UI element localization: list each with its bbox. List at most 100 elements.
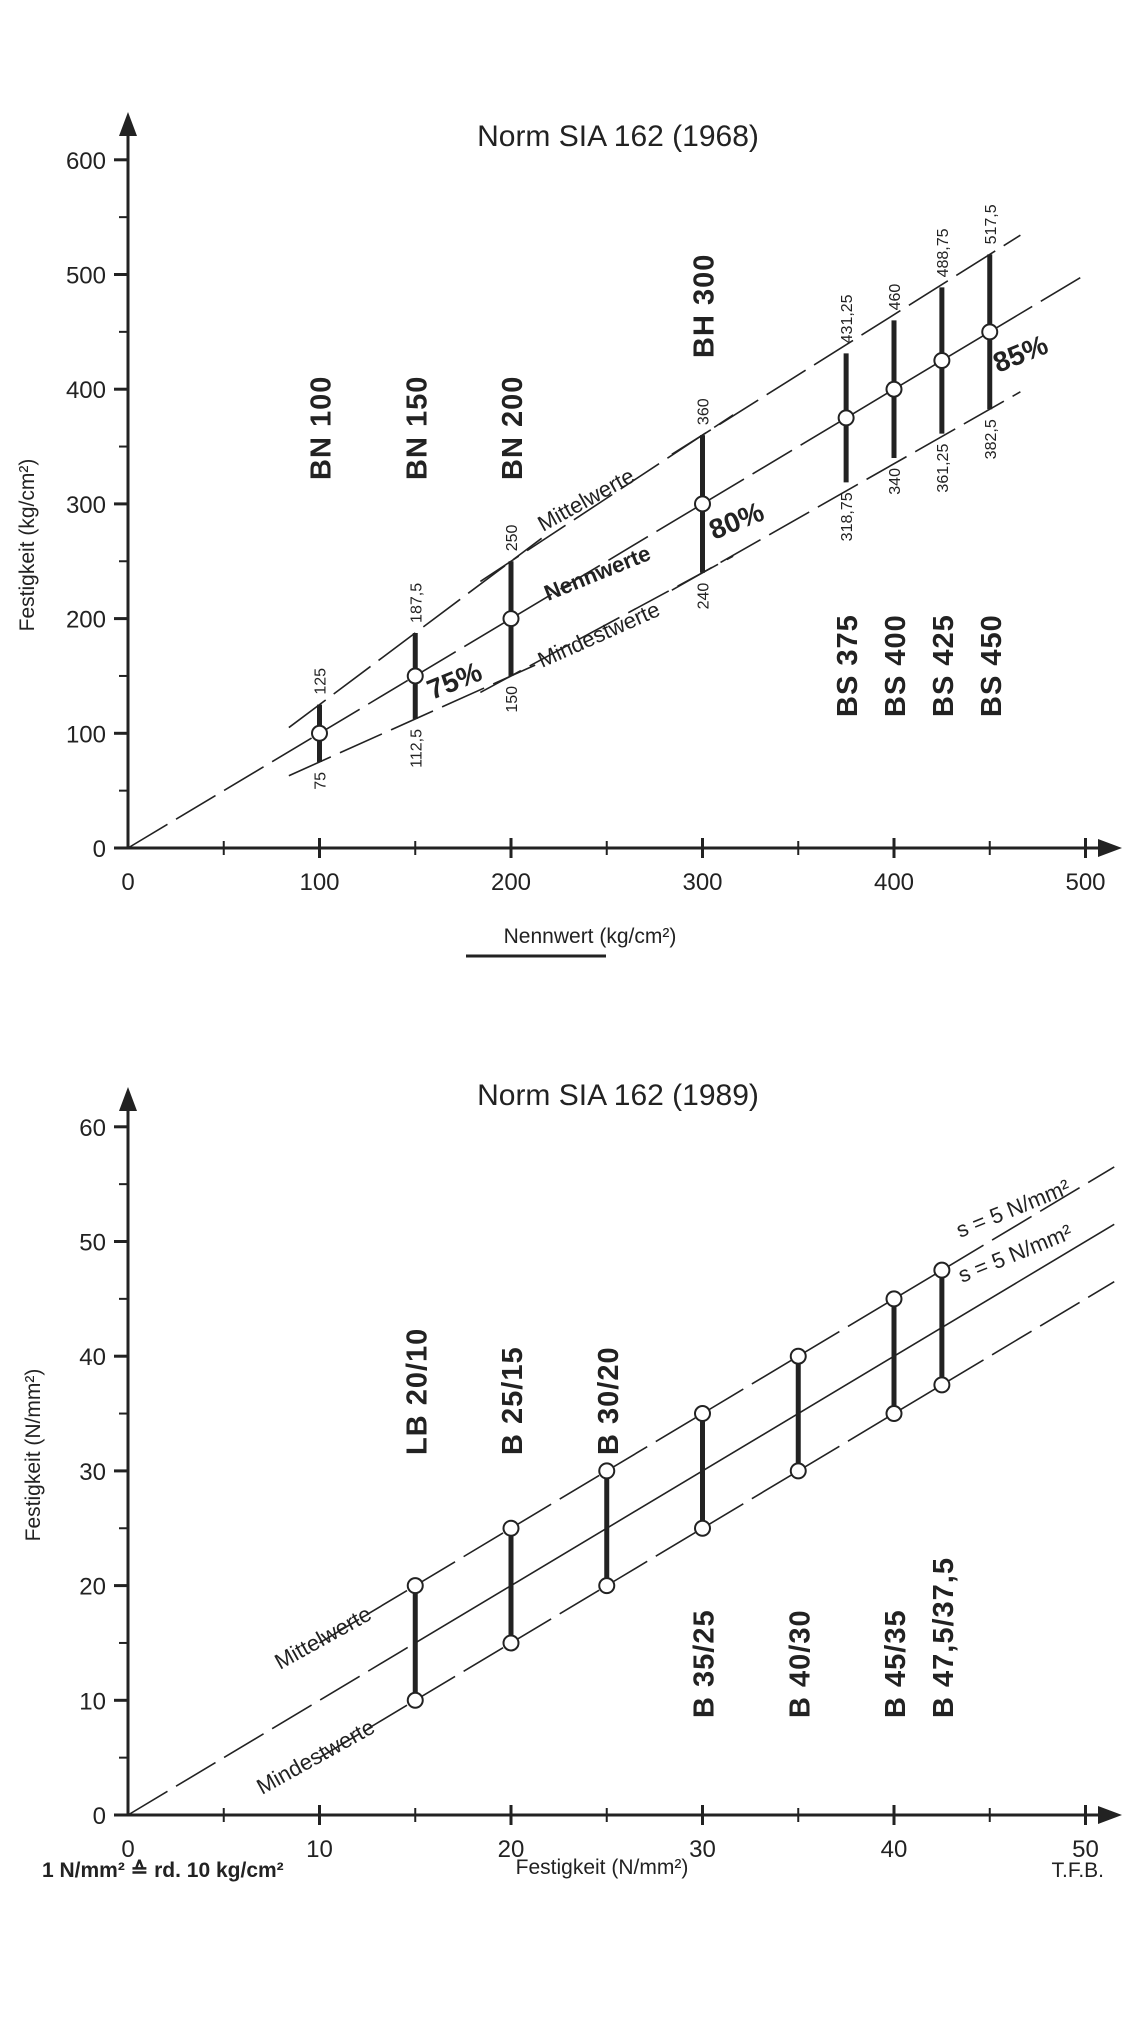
chart-1968-y-tick-label: 500 [66,263,106,290]
mean-point [885,1290,903,1308]
chart-1989-y-tick-label: 60 [79,1115,106,1142]
series-label-mindestwerte-1968: Mindestwerte [534,597,664,673]
chart-1989-y-axis-arrow [119,1087,137,1111]
chart-1968-y-tick-label: 100 [66,721,106,748]
min-point [933,1376,951,1394]
class-label: BS 425 [928,614,960,717]
chart-1989-y-tick-label: 20 [79,1574,106,1601]
upper-value-label: 460 [887,284,904,311]
mean-point [694,1405,711,1423]
class-label: BS 400 [880,614,912,717]
lower-value-label: 150 [504,686,521,713]
nominal-point [502,610,520,628]
nominal-point [981,323,999,341]
lower-value-label: 340 [887,468,904,495]
chart-1968-x-tick-label: 400 [874,869,914,896]
chart-1989-y-tick-label: 0 [93,1803,106,1830]
mean-point [598,1462,616,1480]
class-label: BS 450 [976,614,1008,717]
chart-1968-title: Norm SIA 162 (1968) [477,120,759,153]
lower-value-label: 361,25 [935,444,952,493]
conversion-note: 1 N/mm² ≙ rd. 10 kg/cm² [42,1859,284,1882]
chart-1989-title: Norm SIA 162 (1989) [477,1079,759,1112]
chart-1989-y-tick-label: 30 [79,1459,106,1486]
series-line-center-1989 [414,1223,1115,1644]
series-line-mindestwerte-1968 [671,391,1021,591]
chart-1968-x-tick-label: 100 [299,869,339,896]
chart-1989-x-tick-label: 10 [306,1836,333,1863]
chart-1968-xlabel: Nennwert (kg/cm²) [504,925,677,948]
nominal-point [406,667,424,685]
chart-1989-x-tick-label: 20 [498,1836,525,1863]
mean-point [406,1577,424,1595]
series-line-nennwerte-1968 [127,273,1086,849]
series-label-mittelwerte-1968: Mittelwerte [533,463,638,536]
chart-1989-x-tick-label: 0 [121,1836,134,1863]
nominal-point [837,409,855,427]
lower-value-label: 112,5 [408,729,425,768]
chart-1989-x-axis-arrow [1098,1806,1122,1824]
upper-value-label: 125 [313,668,330,695]
chart-1989-x-tick-label: 50 [1072,1836,1099,1863]
chart-1968-y-tick-label: 200 [66,607,106,634]
chart-1968-y-tick-label: 0 [93,836,106,863]
upper-value-label: 517,5 [983,204,1000,244]
class-label: BN 150 [401,376,433,480]
class-label: B 30/20 [593,1346,625,1455]
percent-label-75: 75% [423,656,487,706]
chart-1968-ylabel: Festigkeit (kg/cm²) [16,459,39,632]
class-label: LB 20/10 [401,1328,433,1455]
nominal-point [885,380,903,398]
class-label: B 25/15 [497,1346,529,1455]
class-label: B 40/30 [784,1609,816,1718]
percent-label-80: 80% [705,496,769,546]
series-line-mittelwerte-1968 [671,234,1021,456]
min-point [789,1462,807,1480]
chart-1968-x-axis-arrow [1098,839,1122,857]
chart-1968: Norm SIA 162 (1968) 0 100 200 300 400 500 0 100… [16,112,1122,958]
series-label-mindestwerte-1989: Mindestwerte [252,1714,379,1799]
chart-1968-y-tick-label: 300 [66,492,106,519]
chart-1989-ylabel: Festigkeit (N/mm²) [22,1369,45,1542]
upper-value-label: 488,75 [935,228,952,277]
series-line-mittelwerte-1989 [319,1166,1115,1644]
upper-value-label: 431,25 [839,294,856,343]
chart-1968-x-tick-label: 200 [491,869,531,896]
lower-value-label: 318,75 [839,492,856,541]
min-point [885,1405,903,1423]
chart-1968-x-tick-label: 0 [121,869,134,896]
chart-1989-y-tick-label: 50 [79,1230,106,1257]
min-point [502,1634,520,1652]
credit-label: T.F.B. [1051,1859,1104,1882]
class-label: B 47,5/37,5 [928,1557,960,1718]
min-point [694,1519,711,1537]
series-line-mindestwerte-1989 [319,1280,1115,1759]
series-label-nennwerte-1968: Nennwerte [541,540,655,605]
upper-value-label: 250 [504,524,521,551]
lower-value-label: 75 [313,772,330,790]
chart-1968-x-tick-label: 300 [682,869,722,896]
chart-1968-y-axis-arrow [119,112,137,136]
class-label: B 35/25 [689,1609,721,1718]
upper-value-label: 360 [696,398,713,425]
nominal-point [694,495,711,513]
chart-1968-y-tick-label: 600 [66,148,106,175]
class-label: BN 100 [306,376,338,480]
class-label: BS 375 [832,614,864,717]
mean-point [933,1261,951,1279]
chart-1989-y-tick-label: 40 [79,1344,106,1371]
chart-1968-y-tick-label: 400 [66,377,106,404]
lower-value-label: 382,5 [983,419,1000,459]
chart-1989-y-tick-label: 10 [79,1688,106,1715]
chart-1989-x-tick-label: 40 [881,1836,908,1863]
class-label: BN 200 [497,376,529,480]
chart-1989: Norm SIA 162 (1989) 0 10 20 30 40 50 0 10 20 30 40… [22,1079,1122,1882]
mean-point [502,1519,520,1537]
chart-1989-x-tick-label: 30 [689,1836,716,1863]
min-point [598,1577,616,1595]
percent-label-85: 85% [989,329,1053,379]
chart-1968-x-tick-label: 500 [1065,869,1105,896]
series-label-mittelwerte-1989: Mittelwerte [270,1601,375,1674]
nominal-point [933,352,951,370]
